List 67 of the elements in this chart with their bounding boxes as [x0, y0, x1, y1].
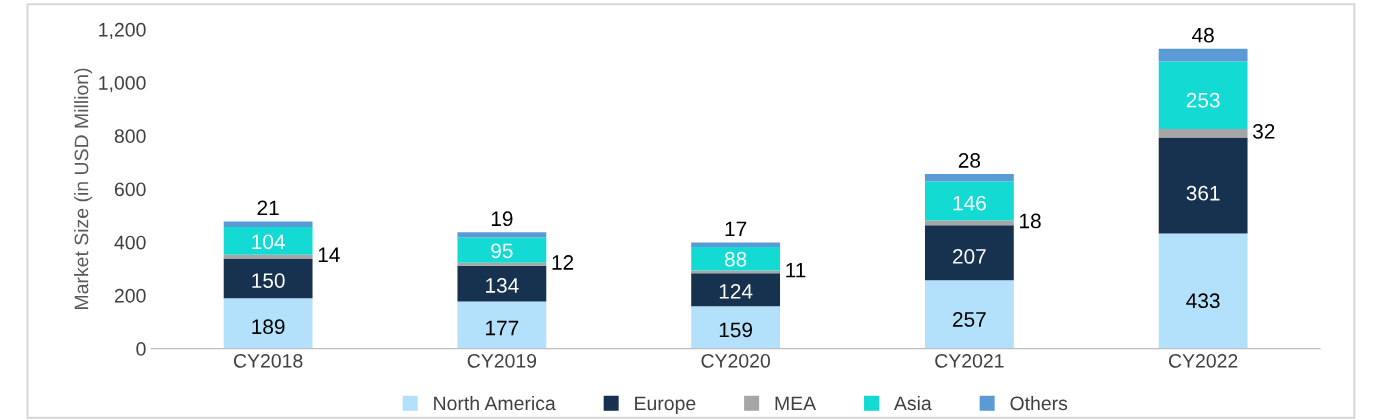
- bar: [691, 306, 781, 349]
- bar: [691, 242, 781, 247]
- bar: [457, 301, 547, 349]
- bar: [1158, 48, 1248, 62]
- data-label: 17: [725, 221, 747, 237]
- y-tick-label: 1,200: [99, 22, 146, 39]
- bar: [457, 265, 547, 302]
- data-label: 207: [953, 249, 986, 264]
- bar: [223, 227, 313, 255]
- data-label: 159: [719, 322, 753, 338]
- data-label: 189: [252, 319, 285, 335]
- y-tick-label: 400: [114, 235, 146, 250]
- y-axis-title: Market Size (in USD Million): [74, 68, 93, 309]
- data-label: 146: [953, 195, 986, 211]
- data-label: 28: [958, 153, 981, 168]
- data-label: 95: [491, 243, 513, 259]
- bar: [924, 181, 1014, 221]
- data-label: 88: [724, 251, 747, 267]
- data-label: 14: [318, 247, 340, 262]
- y-tick-label: 1,000: [99, 76, 146, 93]
- data-label: 11: [786, 262, 806, 278]
- x-tick-label: CY2019: [467, 353, 537, 368]
- data-label: 48: [1192, 27, 1214, 43]
- bar: [1158, 61, 1248, 129]
- legend-label: MEA: [775, 396, 817, 411]
- data-label: 150: [252, 273, 285, 288]
- x-tick-label: CY2018: [233, 353, 303, 368]
- data-label: 177: [486, 320, 519, 336]
- data-label: 124: [719, 283, 753, 299]
- bar: [924, 280, 1014, 349]
- legend-label: North America: [434, 395, 556, 411]
- bar: [1158, 233, 1248, 349]
- x-tick-label: CY2021: [935, 353, 1004, 368]
- bar: [223, 221, 313, 228]
- data-label: 433: [1186, 293, 1220, 309]
- y-tick-label: 600: [114, 182, 146, 197]
- bar: [1158, 137, 1248, 234]
- data-label: 253: [1186, 92, 1220, 108]
- y-tick-label: 0: [136, 342, 146, 356]
- bar: [924, 220, 1014, 226]
- bar: [457, 232, 547, 238]
- data-label: 32: [1253, 123, 1275, 139]
- data-label: 134: [486, 278, 519, 293]
- legend-label: Asia: [893, 395, 932, 411]
- data-label: 21: [257, 200, 279, 215]
- y-tick-label: 800: [114, 129, 146, 144]
- x-tick-label: CY2022: [1168, 353, 1238, 368]
- data-label: 18: [1020, 213, 1041, 229]
- data-label: 104: [252, 234, 285, 250]
- bar: [691, 270, 781, 274]
- x-tick-label: CY2020: [701, 353, 770, 368]
- bar: [1158, 128, 1248, 138]
- legend-label: Others: [1010, 395, 1068, 411]
- legend-label: Europe: [635, 396, 696, 415]
- bar: [223, 298, 313, 349]
- bar: [924, 174, 1014, 182]
- data-label: 12: [552, 255, 574, 270]
- bar: [457, 237, 547, 263]
- bar: [691, 273, 781, 307]
- bar: [691, 246, 781, 271]
- bar: [924, 225, 1014, 281]
- data-label: 361: [1186, 185, 1220, 201]
- bar: [457, 262, 547, 266]
- data-label: 257: [953, 312, 986, 327]
- data-label: 19: [491, 211, 513, 227]
- bar: [223, 258, 313, 299]
- y-tick-label: 200: [114, 288, 146, 303]
